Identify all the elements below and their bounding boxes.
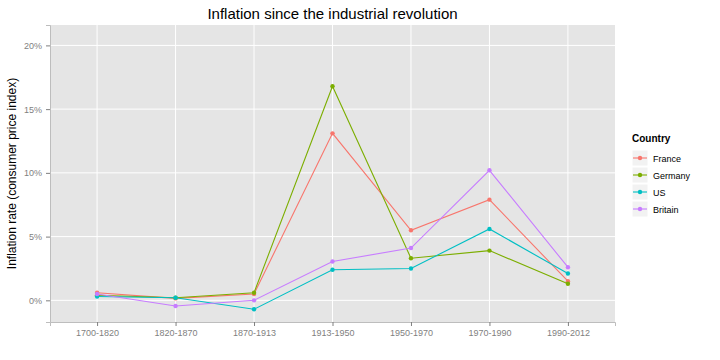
data-point (173, 296, 177, 300)
legend-marker (638, 173, 642, 177)
legend-label: France (653, 154, 681, 164)
data-point (330, 84, 334, 88)
data-point (487, 168, 491, 172)
grid-line (567, 25, 568, 322)
data-point (173, 304, 177, 308)
grid-line (410, 25, 411, 322)
legend-key (632, 167, 648, 183)
legend-label: Germany (653, 171, 691, 181)
tick-label: 1990-2012 (547, 328, 590, 338)
legend-item: Britain (632, 201, 679, 217)
legend-marker (638, 156, 642, 160)
data-point (566, 271, 570, 275)
legend-key (632, 184, 648, 200)
legend-marker (638, 190, 642, 194)
x-tick: 1820-1870 (155, 322, 198, 338)
plot-background (50, 25, 615, 322)
tick-label: 1913-1950 (311, 328, 354, 338)
y-tick: 15% (24, 105, 50, 115)
data-point (252, 307, 256, 311)
x-axis: 1700-1820 1820-1870 1870-1913 1913-1950 1950… (51, 322, 616, 338)
legend-key (632, 201, 648, 217)
tick-label: 1700-1820 (76, 328, 119, 338)
y-tick: 20% (24, 41, 50, 51)
y-tick: 10% (24, 168, 50, 178)
tick-mark (568, 322, 569, 326)
legend-marker (638, 207, 642, 211)
chart: 0% 5% 10% 15% 20% 1700-1820 1820-1870 1870-1913… (0, 0, 720, 360)
tick-mark (176, 322, 177, 326)
data-point (252, 298, 256, 302)
data-point (330, 268, 334, 272)
grid-line (332, 25, 333, 322)
x-tick: 1970-1990 (468, 322, 511, 338)
legend-key (632, 150, 648, 166)
tick-label: 20% (24, 41, 42, 51)
tick-mark (97, 322, 98, 326)
legend-label: US (653, 188, 666, 198)
data-point (487, 227, 491, 231)
x-axis-line (51, 323, 616, 327)
x-tick: 1700-1820 (76, 322, 119, 338)
data-point (409, 266, 413, 270)
title: Inflation since the industrial revolutio… (207, 5, 457, 22)
tick-label: 5% (29, 232, 42, 242)
tick-label: 1820-1870 (155, 328, 198, 338)
data-point (409, 256, 413, 260)
legend-item: US (632, 184, 666, 200)
x-tick: 1950-1970 (390, 322, 433, 338)
y-axis: 0% 5% 10% 15% 20% (24, 26, 51, 323)
series-line (97, 170, 568, 306)
x-tick: 1870-1913 (233, 322, 276, 338)
plot-area (95, 84, 570, 311)
tick-mark (46, 237, 50, 238)
y-tick: 0% (29, 296, 50, 306)
tick-mark (46, 173, 50, 174)
x-tick: 1990-2012 (547, 322, 590, 338)
tick-mark (254, 322, 255, 326)
tick-label: 15% (24, 105, 42, 115)
tick-mark (411, 322, 412, 326)
series-line (97, 86, 568, 298)
data-point (487, 248, 491, 252)
legend-label: Britain (653, 205, 679, 215)
tick-mark (46, 45, 50, 46)
data-point (330, 131, 334, 135)
data-point (566, 282, 570, 286)
series-line (97, 133, 568, 298)
tick-mark (46, 109, 50, 110)
x-tick: 1913-1950 (311, 322, 354, 338)
series-line (97, 229, 568, 309)
tick-label: 1950-1970 (390, 328, 433, 338)
grid-line (254, 25, 255, 322)
y-axis-title: Inflation rate (consumer price index) (5, 78, 19, 269)
grid-line (489, 25, 490, 322)
y-axis-line (46, 26, 51, 323)
grid-line (175, 25, 176, 322)
data-point (409, 246, 413, 250)
legend-item: France (632, 150, 681, 166)
data-point (330, 259, 334, 263)
data-point (95, 292, 99, 296)
legend: Country France Germany US Britain (632, 133, 691, 217)
legend-item: Germany (632, 167, 691, 183)
y-tick: 5% (29, 232, 50, 242)
tick-label: 10% (24, 168, 42, 178)
grid-line (97, 25, 98, 322)
data-point (409, 228, 413, 232)
tick-mark (333, 322, 334, 326)
data-point (566, 265, 570, 269)
data-point (487, 197, 491, 201)
tick-label: 1970-1990 (468, 328, 511, 338)
tick-mark (46, 300, 50, 301)
legend-title: Country (632, 133, 671, 144)
tick-label: 0% (29, 296, 42, 306)
data-point (173, 296, 177, 300)
grid (50, 25, 615, 322)
tick-label: 1870-1913 (233, 328, 276, 338)
tick-mark (489, 322, 490, 326)
data-point (252, 290, 256, 294)
data-point (173, 296, 177, 300)
